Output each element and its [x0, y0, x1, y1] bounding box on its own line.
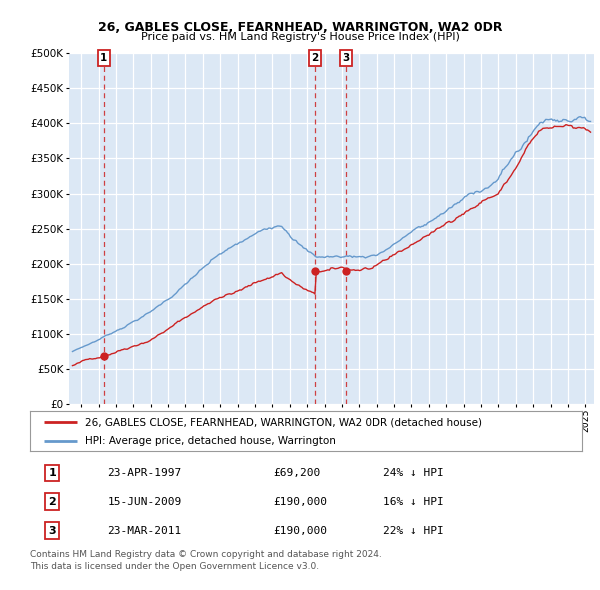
Text: 16% ↓ HPI: 16% ↓ HPI: [383, 497, 444, 507]
Text: 23-APR-1997: 23-APR-1997: [107, 468, 182, 478]
Text: 1: 1: [100, 53, 107, 63]
Text: 2: 2: [48, 497, 56, 507]
Text: 23-MAR-2011: 23-MAR-2011: [107, 526, 182, 536]
Text: £190,000: £190,000: [273, 526, 327, 536]
Text: 26, GABLES CLOSE, FEARNHEAD, WARRINGTON, WA2 0DR: 26, GABLES CLOSE, FEARNHEAD, WARRINGTON,…: [98, 21, 502, 34]
Text: 22% ↓ HPI: 22% ↓ HPI: [383, 526, 444, 536]
Text: Contains HM Land Registry data © Crown copyright and database right 2024.
This d: Contains HM Land Registry data © Crown c…: [30, 550, 382, 571]
Text: 3: 3: [342, 53, 349, 63]
Text: 15-JUN-2009: 15-JUN-2009: [107, 497, 182, 507]
Text: HPI: Average price, detached house, Warrington: HPI: Average price, detached house, Warr…: [85, 435, 336, 445]
Text: £69,200: £69,200: [273, 468, 320, 478]
Text: 26, GABLES CLOSE, FEARNHEAD, WARRINGTON, WA2 0DR (detached house): 26, GABLES CLOSE, FEARNHEAD, WARRINGTON,…: [85, 417, 482, 427]
Text: 1: 1: [48, 468, 56, 478]
Text: Price paid vs. HM Land Registry's House Price Index (HPI): Price paid vs. HM Land Registry's House …: [140, 32, 460, 42]
Text: 3: 3: [48, 526, 56, 536]
Text: 24% ↓ HPI: 24% ↓ HPI: [383, 468, 444, 478]
Text: 2: 2: [311, 53, 319, 63]
Text: £190,000: £190,000: [273, 497, 327, 507]
